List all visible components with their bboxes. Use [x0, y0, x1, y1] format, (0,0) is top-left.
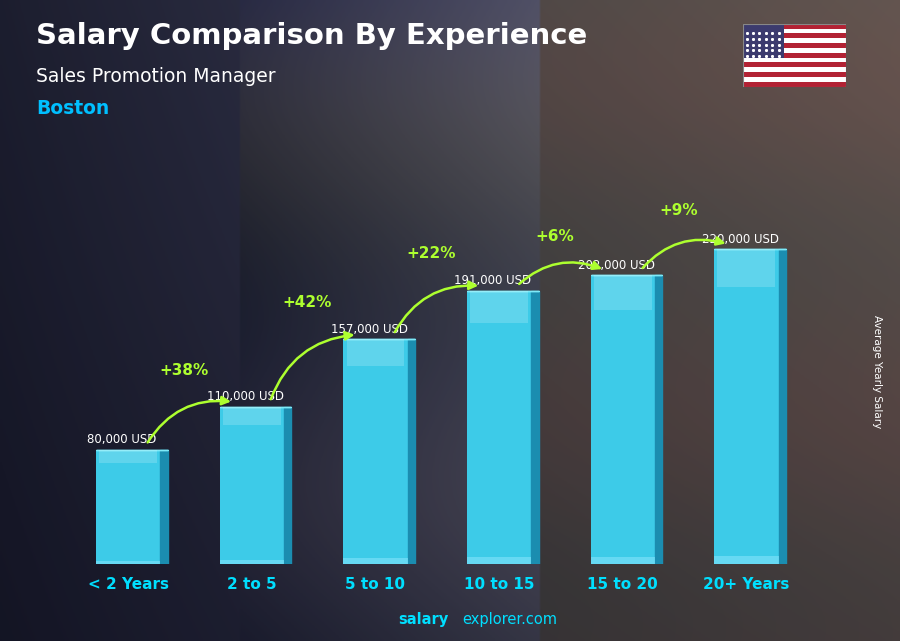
- Bar: [742, 33, 846, 38]
- Text: 220,000 USD: 220,000 USD: [702, 233, 778, 246]
- Bar: [590, 557, 655, 564]
- Bar: [220, 406, 284, 564]
- Text: +42%: +42%: [283, 295, 332, 310]
- Bar: [742, 77, 846, 81]
- Bar: [223, 406, 281, 426]
- Text: 80,000 USD: 80,000 USD: [87, 433, 157, 446]
- Bar: [717, 249, 775, 287]
- FancyArrowPatch shape: [395, 281, 475, 332]
- Bar: [742, 62, 846, 67]
- Bar: [742, 81, 846, 87]
- Polygon shape: [160, 449, 167, 564]
- Bar: [467, 557, 531, 564]
- Bar: [742, 53, 846, 58]
- Text: +9%: +9%: [659, 203, 698, 218]
- Text: Sales Promotion Manager: Sales Promotion Manager: [36, 67, 275, 87]
- Bar: [96, 562, 160, 564]
- Text: 110,000 USD: 110,000 USD: [207, 390, 284, 403]
- Text: explorer.com: explorer.com: [463, 612, 558, 627]
- Bar: [96, 449, 160, 564]
- Text: +38%: +38%: [159, 363, 209, 378]
- Bar: [594, 275, 652, 310]
- FancyArrowPatch shape: [271, 332, 352, 399]
- Polygon shape: [284, 406, 292, 564]
- Bar: [742, 38, 846, 43]
- Bar: [742, 58, 846, 62]
- Bar: [742, 67, 846, 72]
- Text: Boston: Boston: [36, 99, 109, 119]
- Bar: [99, 449, 158, 463]
- Bar: [590, 275, 655, 564]
- Text: salary: salary: [398, 612, 448, 627]
- Bar: [467, 290, 531, 564]
- Polygon shape: [531, 290, 539, 564]
- Bar: [742, 24, 846, 29]
- FancyArrowPatch shape: [519, 262, 599, 284]
- Bar: [470, 290, 528, 323]
- FancyArrowPatch shape: [148, 397, 229, 442]
- Bar: [343, 339, 408, 564]
- Bar: [742, 24, 784, 58]
- Bar: [715, 556, 778, 564]
- FancyArrowPatch shape: [643, 237, 723, 268]
- Polygon shape: [655, 275, 662, 564]
- Polygon shape: [408, 339, 415, 564]
- Text: Average Yearly Salary: Average Yearly Salary: [872, 315, 883, 428]
- Text: 202,000 USD: 202,000 USD: [578, 258, 655, 272]
- Text: +22%: +22%: [407, 246, 456, 260]
- Text: Salary Comparison By Experience: Salary Comparison By Experience: [36, 22, 587, 51]
- Bar: [343, 558, 408, 564]
- Bar: [346, 339, 404, 366]
- Bar: [220, 560, 284, 564]
- Text: 157,000 USD: 157,000 USD: [331, 323, 408, 336]
- Text: 191,000 USD: 191,000 USD: [454, 274, 532, 287]
- Bar: [715, 249, 778, 564]
- Polygon shape: [778, 249, 786, 564]
- Bar: [742, 48, 846, 53]
- Text: +6%: +6%: [536, 229, 574, 244]
- Bar: [742, 72, 846, 77]
- Bar: [742, 29, 846, 33]
- Bar: [742, 43, 846, 48]
